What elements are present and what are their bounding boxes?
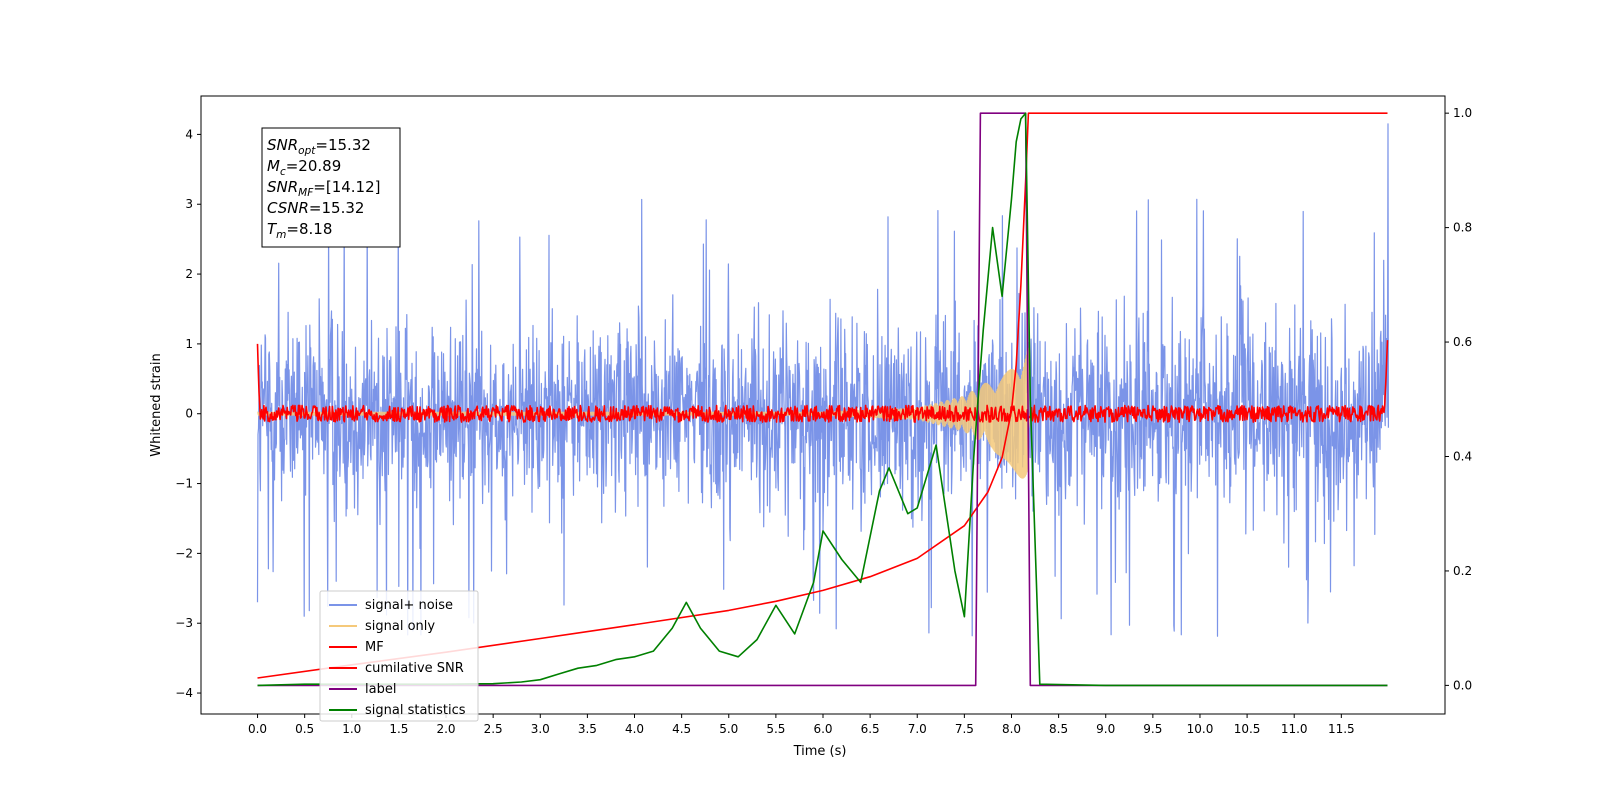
legend-label-label: label: [365, 682, 396, 697]
legend-label-signal-statistics: signal statistics: [365, 703, 466, 718]
y-tick-label: 2: [185, 267, 193, 281]
series-signal-noise: [256, 123, 1389, 637]
y-right-tick-label: 0.4: [1453, 450, 1472, 464]
x-tick-label: 6.0: [813, 722, 832, 736]
y-right-tick-label: 1.0: [1453, 106, 1472, 120]
y-right-tick-label: 0.2: [1453, 564, 1472, 578]
axes-layer: 0.0 0.5 1.0 1.5 2.0 2.5 3.0 3.5 4.0 4.5 5.0 5.5 6.0 6…: [175, 106, 1472, 736]
x-tick-label: 5.5: [766, 722, 785, 736]
x-tick-label: 11.0: [1281, 722, 1308, 736]
y-tick-label: −2: [175, 546, 193, 560]
info-line: SNRopt=15.32: [267, 136, 371, 157]
series-signal-only: [257, 347, 1032, 479]
legend: signal+ noise signal only MF cumilative SNR…: [319, 590, 479, 722]
y-right-tick-label: 0.0: [1453, 678, 1472, 692]
x-tick-label: 7.5: [955, 722, 974, 736]
legend-label-cumilative-snr: cumilative SNR: [365, 661, 464, 676]
x-tick-label: 7.0: [908, 722, 927, 736]
x-tick-label: 4.5: [672, 722, 691, 736]
x-tick-label: 9.5: [1143, 722, 1162, 736]
info-line: SNRMF=[14.12]: [267, 178, 381, 199]
x-tick-label: 0.5: [295, 722, 314, 736]
legend-frame: [319, 590, 479, 722]
x-tick-label: 8.0: [1002, 722, 1021, 736]
x-tick-label: 3.5: [578, 722, 597, 736]
x-tick-label: 4.0: [625, 722, 644, 736]
y-tick-label: −3: [175, 616, 193, 630]
legend-label-signal-noise: signal+ noise: [365, 598, 453, 613]
info-box-frame: [261, 127, 401, 248]
x-tick-label: 9.0: [1096, 722, 1115, 736]
x-tick-label: 1.0: [342, 722, 361, 736]
y-right-tick-label: 0.6: [1453, 335, 1472, 349]
x-tick-label: 10.5: [1234, 722, 1261, 736]
info-line: CSNR=15.32: [267, 199, 364, 217]
info-box: SNRopt=15.32Mc=20.89SNRMF=[14.12]CSNR=15…: [261, 127, 401, 248]
x-tick-label: 1.5: [389, 722, 408, 736]
legend-label-mf: MF: [365, 640, 384, 655]
series-mf: [256, 340, 1389, 423]
plot-series-layer: [256, 112, 1389, 687]
x-tick-label: 11.5: [1328, 722, 1355, 736]
y-axis-label: Whitened strain: [149, 353, 164, 456]
x-tick-label: 5.0: [719, 722, 738, 736]
series-cumilative-snr: [257, 112, 1388, 679]
series-signal-statistics: [257, 112, 1388, 687]
x-tick-label: 8.5: [1049, 722, 1068, 736]
y-tick-label: −4: [175, 686, 193, 700]
info-line: Mc=20.89: [267, 157, 341, 178]
x-tick-label: 2.0: [436, 722, 455, 736]
y-tick-label: −1: [175, 477, 193, 491]
x-tick-label: 0.0: [248, 722, 267, 736]
x-tick-label: 3.0: [531, 722, 550, 736]
x-tick-label: 10.0: [1187, 722, 1214, 736]
x-tick-label: 6.5: [861, 722, 880, 736]
x-axis-label: Time (s): [793, 744, 847, 759]
y-tick-label: 3: [185, 197, 193, 211]
y-tick-label: 1: [185, 337, 193, 351]
x-tick-label: 2.5: [484, 722, 503, 736]
info-line: Tm=8.18: [267, 220, 332, 241]
y-right-tick-label: 0.8: [1453, 221, 1472, 235]
y-tick-label: 0: [185, 407, 193, 421]
y-tick-label: 4: [185, 127, 193, 141]
legend-label-signal-only: signal only: [365, 619, 435, 634]
